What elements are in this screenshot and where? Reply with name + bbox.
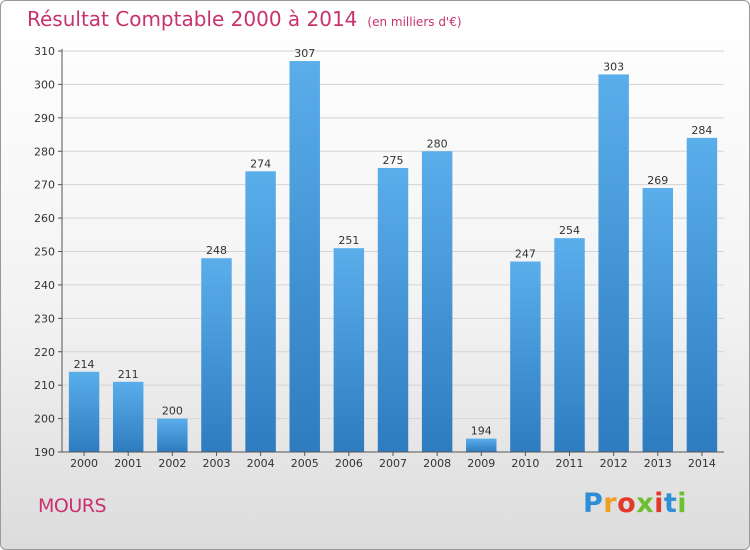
y-tick-label: 290 <box>34 112 55 125</box>
chart-unit: (en milliers d'€) <box>367 15 462 29</box>
bar <box>201 258 232 452</box>
x-tick-label: 2014 <box>688 457 716 470</box>
data-label: 254 <box>559 224 580 237</box>
y-tick-label: 250 <box>34 246 55 259</box>
bar <box>68 371 100 452</box>
y-tick-label: 190 <box>34 446 55 459</box>
bar <box>686 137 718 452</box>
commune-name: MOURS <box>38 495 107 517</box>
logo-letter: i <box>654 488 664 519</box>
logo-letter: x <box>636 488 655 519</box>
data-label: 248 <box>206 244 227 257</box>
x-tick-label: 2007 <box>379 457 407 470</box>
x-tick-label: 2004 <box>247 457 275 470</box>
x-tick-label: 2005 <box>291 457 319 470</box>
bar <box>245 171 276 453</box>
data-label: 214 <box>74 358 95 371</box>
x-tick-label: 2000 <box>70 457 98 470</box>
logo-letter: o <box>617 488 637 519</box>
data-label: 274 <box>250 157 271 170</box>
axes: 190 200 210 220 230 240 250 260 270 280 290 300 310 2… <box>34 45 724 470</box>
data-label: 284 <box>691 124 712 137</box>
data-label: 307 <box>294 47 315 60</box>
data-label: 275 <box>383 154 404 167</box>
data-labels: 214 211 200 248 274 307 251 275 280 194 247 254 303 2… <box>74 47 713 438</box>
y-tick-label: 220 <box>34 346 55 359</box>
logo-letter: P <box>583 488 604 519</box>
data-label: 200 <box>162 405 183 418</box>
x-tick-label: 2011 <box>556 457 584 470</box>
bar <box>421 151 453 452</box>
x-tick-label: 2010 <box>511 457 539 470</box>
bar <box>289 61 320 453</box>
data-label: 211 <box>118 368 139 381</box>
bar <box>510 261 541 452</box>
x-tick-label: 2008 <box>423 457 451 470</box>
chart-title: Résultat Comptable 2000 à 2014 (en millie… <box>27 7 462 31</box>
data-label: 280 <box>427 137 448 150</box>
y-tick-label: 210 <box>34 379 55 392</box>
bar <box>157 418 188 452</box>
bar <box>466 438 497 452</box>
data-label: 247 <box>515 248 536 261</box>
y-tick-label: 270 <box>34 179 55 192</box>
logo-letter: i <box>677 488 688 519</box>
bar <box>554 238 585 452</box>
x-tick-label: 2006 <box>335 457 363 470</box>
logo-letter: t <box>663 488 678 519</box>
bar <box>333 248 365 452</box>
y-tick-label: 260 <box>34 212 55 225</box>
x-tick-label: 2009 <box>467 457 495 470</box>
y-tick-label: 310 <box>34 45 55 58</box>
x-tick-label: 2003 <box>202 457 230 470</box>
bars <box>68 61 718 453</box>
x-tick-label: 2002 <box>158 457 186 470</box>
logo-letter: r <box>603 488 618 519</box>
x-tick-label: 2013 <box>644 457 672 470</box>
chart-title-text: Résultat Comptable 2000 à 2014 <box>27 7 358 31</box>
y-tick-label: 230 <box>34 312 55 325</box>
y-tick-label: 200 <box>34 413 55 426</box>
y-tick-label: 280 <box>34 145 55 158</box>
data-label: 303 <box>603 60 624 73</box>
data-label: 194 <box>471 425 492 438</box>
data-label: 251 <box>338 234 359 247</box>
proxiti-logo: Proxiti <box>583 488 687 519</box>
y-tick-label: 300 <box>34 78 55 91</box>
x-tick-label: 2001 <box>114 457 142 470</box>
bar <box>377 167 409 453</box>
x-tick-label: 2012 <box>600 457 628 470</box>
bar <box>598 74 629 453</box>
y-tick-label: 240 <box>34 279 55 292</box>
data-label: 269 <box>647 174 668 187</box>
bar <box>112 381 144 452</box>
bar <box>642 188 674 452</box>
